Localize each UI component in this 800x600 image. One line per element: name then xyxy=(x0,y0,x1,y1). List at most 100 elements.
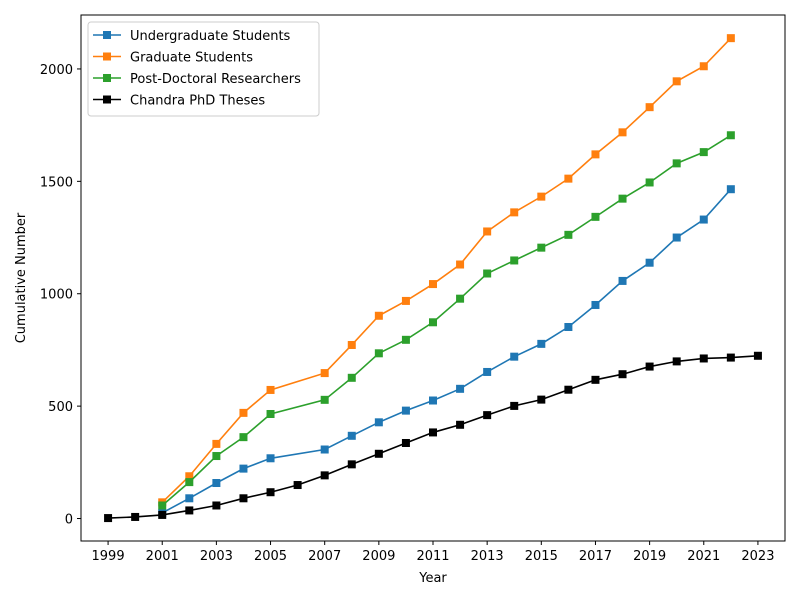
x-axis-label: Year xyxy=(418,571,447,586)
data-point-undergraduate-students xyxy=(456,384,465,393)
data-point-post-doctoral-researchers xyxy=(510,256,519,265)
data-point-chandra-phd-theses xyxy=(239,494,248,503)
x-tick-label: 2001 xyxy=(146,549,179,564)
data-point-post-doctoral-researchers xyxy=(429,318,437,327)
legend-frame xyxy=(87,21,320,117)
legend-label: Graduate Students xyxy=(130,51,253,66)
data-point-undergraduate-students xyxy=(591,300,600,309)
data-point-undergraduate-students xyxy=(401,406,410,415)
data-point-graduate-students xyxy=(591,150,600,159)
data-point-post-doctoral-researchers xyxy=(185,478,194,487)
data-point-chandra-phd-theses xyxy=(753,351,762,360)
x-tick-label: 2023 xyxy=(741,549,774,564)
data-point-undergraduate-students xyxy=(320,445,329,454)
data-point-graduate-students xyxy=(266,385,275,394)
data-point-graduate-students xyxy=(510,208,519,217)
y-tick-label: 2000 xyxy=(40,63,73,78)
series-line-undergraduate-students xyxy=(161,188,732,514)
data-point-graduate-students xyxy=(645,103,654,112)
y-axis-label: Cumulative Number xyxy=(14,212,29,343)
data-point-post-doctoral-researchers xyxy=(401,335,410,344)
data-point-chandra-phd-theses xyxy=(672,357,681,366)
data-point-undergraduate-students xyxy=(185,494,194,503)
x-tick-label: 1999 xyxy=(92,549,125,564)
data-point-post-doctoral-researchers xyxy=(645,178,654,187)
data-point-post-doctoral-researchers xyxy=(158,501,167,510)
data-point-post-doctoral-researchers xyxy=(591,212,600,221)
data-point-chandra-phd-theses xyxy=(537,395,546,404)
x-tick-label: 2011 xyxy=(416,549,449,564)
data-point-undergraduate-students xyxy=(510,352,519,361)
data-point-graduate-students xyxy=(456,260,465,269)
legend-swatch-marker xyxy=(103,95,111,104)
series-chandra-phd-theses xyxy=(104,351,762,523)
data-point-chandra-phd-theses xyxy=(131,512,140,521)
legend-entry: Graduate Students xyxy=(93,51,253,66)
legend-entry: Chandra PhD Theses xyxy=(93,94,265,109)
data-point-post-doctoral-researchers xyxy=(618,194,627,203)
data-point-post-doctoral-researchers xyxy=(537,243,546,252)
data-point-chandra-phd-theses xyxy=(456,420,465,429)
data-point-undergraduate-students xyxy=(483,367,492,376)
data-point-chandra-phd-theses xyxy=(185,506,194,515)
y-tick-label: 1000 xyxy=(40,288,73,303)
data-point-chandra-phd-theses xyxy=(266,488,275,497)
y-tick-label: 1500 xyxy=(40,175,73,190)
data-point-chandra-phd-theses xyxy=(374,449,383,458)
x-tick-label: 2015 xyxy=(525,549,558,564)
data-point-graduate-students xyxy=(401,296,410,305)
series-post-doctoral-researchers xyxy=(158,131,735,510)
data-point-chandra-phd-theses xyxy=(158,510,167,519)
series-graduate-students xyxy=(158,34,735,507)
data-point-graduate-students xyxy=(537,192,546,201)
data-point-graduate-students xyxy=(347,340,356,349)
data-point-chandra-phd-theses xyxy=(212,501,221,510)
data-point-graduate-students xyxy=(320,369,329,378)
data-point-undergraduate-students xyxy=(672,233,681,242)
legend-entry: Undergraduate Students xyxy=(93,29,291,44)
legend-label: Undergraduate Students xyxy=(130,29,291,44)
data-point-graduate-students xyxy=(672,77,681,86)
data-point-undergraduate-students xyxy=(618,276,627,285)
legend-label: Chandra PhD Theses xyxy=(130,94,265,109)
legend: Undergraduate Students Graduate Students P… xyxy=(87,21,320,117)
data-point-graduate-students xyxy=(483,227,492,236)
data-point-post-doctoral-researchers xyxy=(483,269,492,278)
y-tick-label: 0 xyxy=(65,513,73,528)
data-point-chandra-phd-theses xyxy=(320,471,329,480)
data-point-undergraduate-students xyxy=(726,185,735,194)
y-tick-label: 500 xyxy=(48,400,73,415)
data-point-undergraduate-students xyxy=(374,418,383,427)
data-point-undergraduate-students xyxy=(212,479,221,488)
data-point-chandra-phd-theses xyxy=(429,428,437,437)
data-point-chandra-phd-theses xyxy=(645,362,654,371)
data-point-chandra-phd-theses xyxy=(564,385,573,394)
data-point-post-doctoral-researchers xyxy=(212,452,221,461)
data-point-post-doctoral-researchers xyxy=(347,373,356,382)
data-point-graduate-students xyxy=(212,439,221,448)
data-point-post-doctoral-researchers xyxy=(266,409,275,418)
data-point-graduate-students xyxy=(618,128,627,137)
data-point-undergraduate-students xyxy=(537,339,546,348)
x-tick-label: 2003 xyxy=(200,549,233,564)
data-point-post-doctoral-researchers xyxy=(374,349,383,358)
data-point-graduate-students xyxy=(239,408,248,417)
data-point-undergraduate-students xyxy=(429,396,437,405)
data-point-undergraduate-students xyxy=(347,431,356,440)
series-line-post-doctoral-researchers xyxy=(161,134,732,507)
x-tick-label: 2007 xyxy=(308,549,341,564)
legend-entry: Post-Doctoral Researchers xyxy=(93,72,301,87)
data-point-chandra-phd-theses xyxy=(293,481,302,490)
data-point-graduate-students xyxy=(185,472,194,481)
data-point-chandra-phd-theses xyxy=(510,401,519,410)
data-point-graduate-students xyxy=(429,280,437,289)
series-undergraduate-students xyxy=(158,185,735,517)
data-point-graduate-students xyxy=(699,62,708,71)
series-line-chandra-phd-theses xyxy=(108,354,758,519)
data-point-undergraduate-students xyxy=(699,215,708,224)
legend-swatch-marker xyxy=(103,31,111,39)
data-point-chandra-phd-theses xyxy=(726,353,735,362)
data-point-undergraduate-students xyxy=(266,454,275,463)
data-point-chandra-phd-theses xyxy=(401,438,410,447)
